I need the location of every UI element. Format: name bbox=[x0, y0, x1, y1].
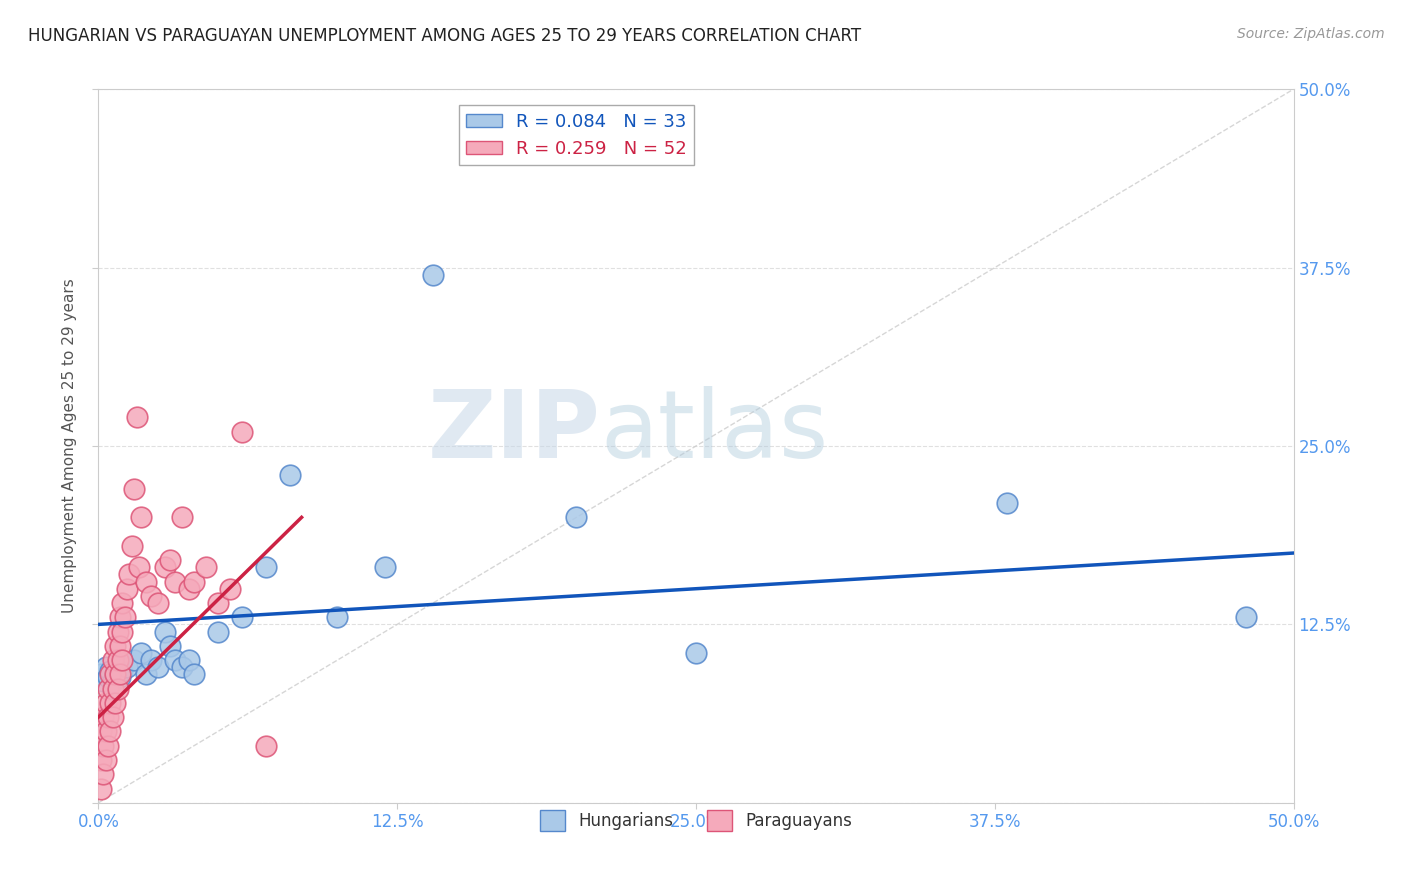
Point bbox=[94, 753, 117, 767]
Point bbox=[107, 624, 129, 639]
Point bbox=[183, 574, 205, 589]
Point bbox=[148, 596, 170, 610]
Point bbox=[91, 739, 114, 753]
Point bbox=[108, 667, 131, 681]
Point bbox=[94, 696, 117, 710]
Point bbox=[90, 667, 112, 681]
Point bbox=[101, 674, 124, 689]
Point bbox=[111, 596, 134, 610]
Point bbox=[131, 510, 153, 524]
Point bbox=[278, 467, 301, 482]
Point bbox=[91, 767, 114, 781]
Point bbox=[104, 667, 127, 681]
Point bbox=[124, 482, 146, 496]
Point bbox=[179, 582, 201, 596]
Point bbox=[155, 560, 177, 574]
Point bbox=[101, 710, 124, 724]
Point bbox=[104, 639, 127, 653]
Point bbox=[98, 665, 122, 679]
Point bbox=[98, 667, 122, 681]
Point bbox=[114, 610, 136, 624]
Point bbox=[107, 681, 129, 696]
Point bbox=[254, 560, 277, 574]
Point bbox=[90, 724, 112, 739]
Point bbox=[101, 681, 124, 696]
Point bbox=[108, 639, 131, 653]
Point bbox=[128, 560, 150, 574]
Point bbox=[107, 660, 129, 674]
Point bbox=[422, 268, 444, 282]
Point bbox=[121, 539, 143, 553]
Legend: Hungarians, Paraguayans: Hungarians, Paraguayans bbox=[533, 804, 859, 838]
Point bbox=[231, 425, 253, 439]
Point bbox=[104, 667, 127, 681]
Point bbox=[155, 624, 177, 639]
Point bbox=[108, 610, 131, 624]
Point bbox=[254, 739, 277, 753]
Point bbox=[195, 560, 218, 574]
Point bbox=[104, 696, 127, 710]
Text: Source: ZipAtlas.com: Source: ZipAtlas.com bbox=[1237, 27, 1385, 41]
Point bbox=[207, 596, 229, 610]
Point bbox=[139, 589, 162, 603]
Point bbox=[91, 674, 114, 689]
Point bbox=[91, 710, 114, 724]
Point bbox=[97, 681, 120, 696]
Point bbox=[207, 624, 229, 639]
Point bbox=[111, 665, 134, 679]
Point bbox=[995, 496, 1018, 510]
Point bbox=[159, 639, 181, 653]
Point bbox=[139, 653, 162, 667]
Point bbox=[107, 653, 129, 667]
Point bbox=[90, 781, 112, 796]
Point bbox=[94, 660, 117, 674]
Point bbox=[125, 410, 148, 425]
Point bbox=[163, 574, 186, 589]
Y-axis label: Unemployment Among Ages 25 to 29 years: Unemployment Among Ages 25 to 29 years bbox=[62, 278, 77, 614]
Point bbox=[135, 667, 157, 681]
Point bbox=[135, 574, 157, 589]
Point bbox=[118, 567, 141, 582]
Point bbox=[565, 510, 588, 524]
Point bbox=[97, 739, 120, 753]
Point bbox=[172, 660, 194, 674]
Point bbox=[374, 560, 396, 574]
Point bbox=[97, 710, 120, 724]
Point bbox=[163, 653, 186, 667]
Point bbox=[124, 653, 146, 667]
Point bbox=[90, 753, 112, 767]
Point bbox=[159, 553, 181, 567]
Point bbox=[111, 624, 134, 639]
Point bbox=[98, 724, 122, 739]
Point bbox=[172, 510, 194, 524]
Point bbox=[101, 653, 124, 667]
Point bbox=[98, 696, 122, 710]
Point bbox=[111, 653, 134, 667]
Point bbox=[131, 646, 153, 660]
Point bbox=[219, 582, 242, 596]
Point bbox=[685, 646, 707, 660]
Point bbox=[179, 653, 201, 667]
Point bbox=[115, 582, 138, 596]
Point bbox=[326, 610, 349, 624]
Point bbox=[94, 724, 117, 739]
Text: ZIP: ZIP bbox=[427, 385, 600, 478]
Text: HUNGARIAN VS PARAGUAYAN UNEMPLOYMENT AMONG AGES 25 TO 29 YEARS CORRELATION CHART: HUNGARIAN VS PARAGUAYAN UNEMPLOYMENT AMO… bbox=[28, 27, 862, 45]
Point bbox=[1234, 610, 1257, 624]
Point bbox=[108, 670, 131, 684]
Point bbox=[97, 670, 120, 684]
Text: atlas: atlas bbox=[600, 385, 828, 478]
Point bbox=[115, 660, 138, 674]
Point bbox=[231, 610, 253, 624]
Point bbox=[183, 667, 205, 681]
Point bbox=[148, 660, 170, 674]
